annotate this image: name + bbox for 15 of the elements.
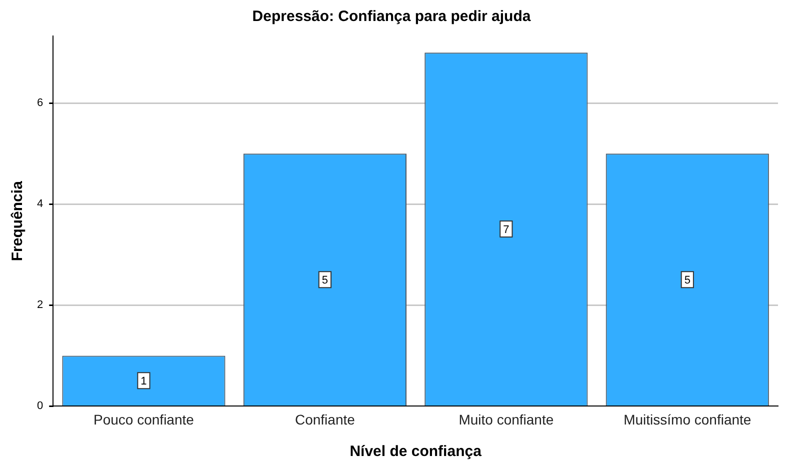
x-tick-label: Muito confiante — [458, 411, 554, 428]
x-tick-label: Confiante — [294, 411, 356, 428]
y-tick-label: 4 — [36, 198, 44, 210]
y-tick-label: 2 — [36, 299, 44, 312]
y-axis-title: Frequência — [9, 180, 26, 262]
x-axis-title: Nível de confiança — [350, 443, 482, 460]
x-tick-label: Pouco confiante — [94, 411, 194, 428]
data-label: 1 — [140, 376, 147, 388]
chart-title: Depressão: Confiança para pedir ajuda — [252, 8, 532, 26]
data-label: 5 — [322, 274, 328, 287]
data-label: 5 — [684, 274, 690, 287]
y-tick-label: 6 — [36, 97, 44, 110]
x-tick-label: Muitissímo confiante — [624, 411, 752, 428]
data-label: 7 — [503, 224, 510, 236]
y-tick-label: 0 — [36, 400, 44, 412]
